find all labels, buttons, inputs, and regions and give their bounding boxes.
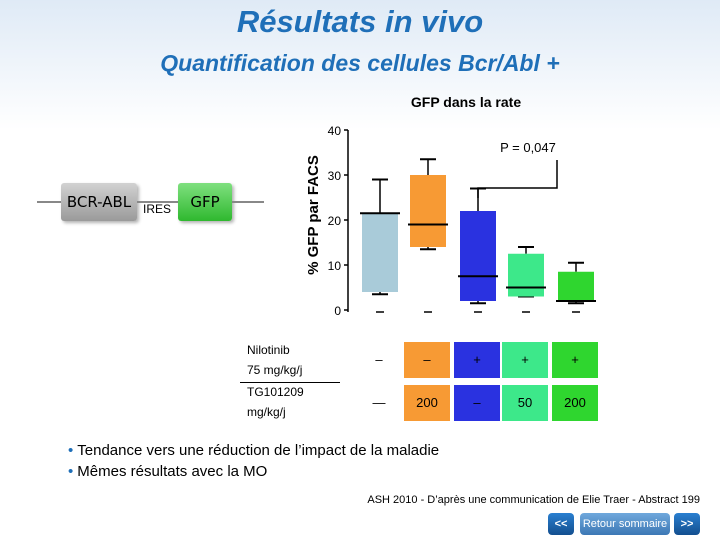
box-group-4 — [506, 246, 546, 313]
y-tick-label: 20 — [328, 214, 342, 228]
condition-cell: – — [454, 385, 500, 421]
condition-cell: + — [552, 342, 598, 378]
gfp-box: GFP — [178, 183, 232, 221]
tg101209-label-line1: TG101209 — [247, 385, 304, 399]
construct-line-right — [232, 201, 264, 203]
box-plot-chart: GFP dans la rate % GFP par FACS 0 10 20 30 4… — [305, 94, 596, 318]
condition-cell: 200 — [404, 385, 450, 421]
bullet-dot-icon: • — [68, 463, 74, 480]
condition-cell: – — [404, 342, 450, 378]
box-group-3 — [458, 187, 498, 313]
construct-line-mid — [137, 201, 178, 203]
box-body — [410, 175, 446, 247]
y-tick-label: 10 — [328, 259, 342, 273]
box-body — [460, 211, 496, 301]
nilotinib-label-line2: 75 mg/kg/j — [247, 363, 303, 377]
box-group-1 — [360, 178, 400, 313]
source-footnote: ASH 2010 - D’après une communication de … — [367, 494, 700, 506]
construct-line-left — [37, 201, 61, 203]
p-value-annotation: P = 0,047 — [500, 140, 556, 155]
bullet-item: • Tendance vers une réduction de l’impact… — [68, 440, 439, 461]
ires-label: IRES — [143, 202, 172, 216]
bullet-dot-icon: • — [68, 442, 74, 459]
y-axis-label: % GFP par FACS — [305, 155, 322, 275]
previous-button[interactable]: << — [548, 513, 574, 535]
next-button[interactable]: >> — [674, 513, 700, 535]
condition-cell: 50 — [502, 385, 548, 421]
box-body — [558, 271, 594, 301]
y-tick-label: 30 — [328, 169, 342, 183]
conclusion-list: • Tendance vers une réduction de l’impact… — [68, 440, 439, 482]
nilotinib-label-line1: Nilotinib — [247, 343, 290, 357]
condition-cell: 200 — [552, 385, 598, 421]
tg101209-label-line2: mg/kg/j — [247, 405, 286, 419]
box-body — [362, 213, 398, 292]
box-group-2 — [408, 158, 448, 313]
page-title: Résultats in vivo — [236, 4, 484, 39]
condition-cell: – — [356, 342, 402, 378]
home-button[interactable]: Retour sommaire — [580, 513, 670, 535]
bcr-abl-box: BCR-ABL — [61, 183, 137, 221]
chart-title: GFP dans la rate — [411, 94, 521, 110]
bullet-text: Mêmes résultats avec la MO — [77, 463, 268, 480]
condition-cell: + — [502, 342, 548, 378]
conditions-separator — [240, 382, 340, 383]
bullet-text: Tendance vers une réduction de l’impact … — [77, 442, 440, 459]
bullet-item: • Mêmes résultats avec la MO — [68, 461, 439, 482]
y-tick-label: 0 — [334, 304, 341, 318]
box-body — [508, 253, 544, 297]
page-subtitle: Quantification des cellules Bcr/Abl + — [160, 50, 560, 76]
condition-cell: — — [356, 385, 402, 421]
p-value-bracket — [477, 160, 558, 198]
box-group-5 — [556, 261, 596, 313]
y-tick-label: 40 — [328, 124, 342, 138]
condition-cell: + — [454, 342, 500, 378]
